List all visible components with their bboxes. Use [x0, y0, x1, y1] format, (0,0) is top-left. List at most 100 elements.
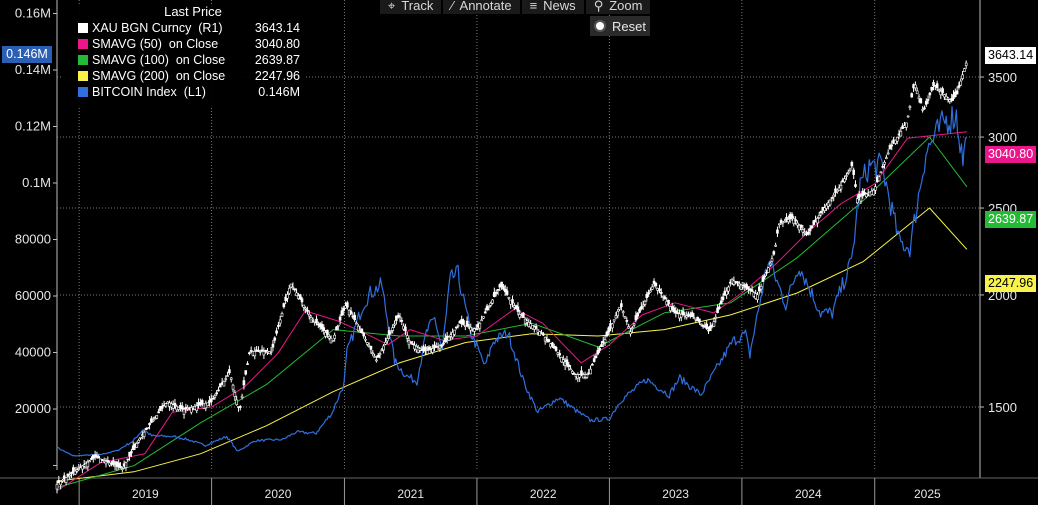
gold-candle-body [620, 303, 623, 308]
gold-candle-body [790, 213, 794, 219]
legend-item-sma100[interactable]: SMAVG (100) on Close 2639.87 [62, 52, 304, 68]
gold-candle-body [131, 445, 135, 451]
track-button[interactable]: ⌖ Track [380, 0, 442, 14]
magnifier-icon: ⚲ [593, 0, 604, 13]
gold-candle-body [725, 290, 728, 296]
legend-item-bitcoin[interactable]: BITCOIN Index (L1) 0.146M [62, 84, 304, 100]
gold-candle-body [385, 338, 389, 342]
gold-candle-body [186, 408, 189, 410]
gold-candle-body [928, 92, 932, 96]
gold-candle-body [320, 324, 324, 329]
gold-candle-body [373, 356, 376, 358]
gold-candle-body [215, 392, 218, 395]
x-tick-label: 2020 [265, 487, 292, 501]
gold-candle-body [77, 468, 81, 470]
gold-candle-body [727, 286, 730, 292]
sma200-line [56, 207, 968, 482]
gold-candle-body [391, 327, 395, 331]
gold-candle-body [307, 314, 311, 317]
gold-candle-body [924, 100, 928, 105]
gold-candle-body [585, 374, 589, 378]
gold-candle-body [777, 223, 781, 226]
gold-candle-body [663, 296, 667, 299]
gold-candle-body [119, 466, 122, 469]
gold-candle-body [611, 323, 614, 329]
gold-candle-body [235, 399, 238, 405]
news-button[interactable]: ≡ News [521, 0, 584, 14]
gold-candle-body [921, 109, 924, 111]
gold-candle-body [959, 80, 963, 86]
zoom-label: Zoom [609, 0, 643, 13]
gold-candle-body [233, 392, 237, 397]
gold-candle-body [224, 378, 228, 380]
legend-item-sma200[interactable]: SMAVG (200) on Close 2247.96 [62, 68, 304, 84]
gold-candle-body [652, 280, 656, 284]
reset-button[interactable]: Reset [590, 16, 650, 36]
gold-candle-body [930, 86, 934, 91]
legend-swatch [78, 55, 88, 65]
gold-candle-body [384, 341, 387, 345]
gold-candle-body [600, 344, 603, 347]
legend-item-sma50[interactable]: SMAVG (50) on Close 3040.80 [62, 36, 304, 52]
gold-candle-body [685, 315, 689, 318]
annotate-button[interactable]: ⁄ Annotate [443, 0, 520, 14]
gold-candle-body [64, 477, 68, 483]
gold-candle-body [431, 348, 434, 353]
sma200-last-badge: 2247.96 [985, 275, 1037, 292]
gold-candle-body [75, 469, 79, 472]
gold-candle-body [719, 300, 723, 305]
gold-candle-body [796, 222, 799, 226]
gold-candle-body [819, 210, 823, 214]
gold-candle-body [629, 331, 632, 335]
gold-candle-body [634, 315, 638, 321]
gold-candle-body [839, 185, 843, 190]
gold-candle-body [349, 310, 353, 314]
left-tick-label: 60000 [15, 288, 51, 303]
gold-candle-body [505, 290, 509, 295]
gold-candle-body [698, 318, 701, 323]
gold-candle-body [872, 189, 875, 196]
gold-candle-body [356, 325, 360, 332]
gold-candle-body [346, 302, 349, 308]
gold-candle-body [554, 346, 558, 351]
gold-candle-body [937, 89, 941, 91]
gold-candle-body [473, 328, 476, 332]
gold-candle-body [759, 285, 763, 290]
gold-candle-body [674, 310, 678, 314]
gold-candle-body [396, 315, 400, 318]
gold-candle-body [772, 251, 776, 255]
gold-candle-body [238, 406, 242, 408]
gold-candle-body [874, 186, 877, 191]
gold-candle-body [502, 285, 505, 290]
sma100-line [56, 136, 968, 488]
gold-candle-body [104, 461, 108, 465]
gold-candle-body [592, 358, 596, 362]
gold-candle-body [885, 157, 888, 159]
gold-candle-body [380, 349, 384, 352]
series-layer [55, 60, 968, 494]
gold-candle-body [262, 351, 266, 356]
legend-item-gold[interactable]: XAU BGN Curncy (R1) 3643.14 [62, 20, 304, 36]
gold-candle-body [289, 283, 293, 288]
gold-candle-body [142, 431, 146, 437]
legend-header: Last Price [164, 4, 222, 19]
zoom-button[interactable]: ⚲ Zoom [585, 0, 651, 14]
pencil-icon: ⁄ [451, 0, 454, 13]
gold-candle-body [676, 312, 679, 314]
gold-candle-body [817, 215, 821, 218]
gold-candle-body [807, 231, 810, 235]
gold-candle-body [865, 193, 868, 198]
gold-candle-body [774, 244, 777, 247]
gold-candle-body [106, 460, 110, 463]
gold-candle-body [654, 282, 658, 287]
gold-candle-body [627, 326, 630, 329]
gold-candle-body [923, 107, 926, 110]
gold-candle-body [364, 338, 367, 341]
gold-candle-body [886, 152, 890, 155]
x-tick-label: 2025 [914, 487, 941, 501]
gold-candle-body [248, 352, 251, 354]
gold-candle-body [914, 84, 917, 89]
gold-candle-body [277, 324, 280, 327]
gold-candle-body [828, 199, 832, 206]
gold-candle-body [932, 82, 935, 87]
